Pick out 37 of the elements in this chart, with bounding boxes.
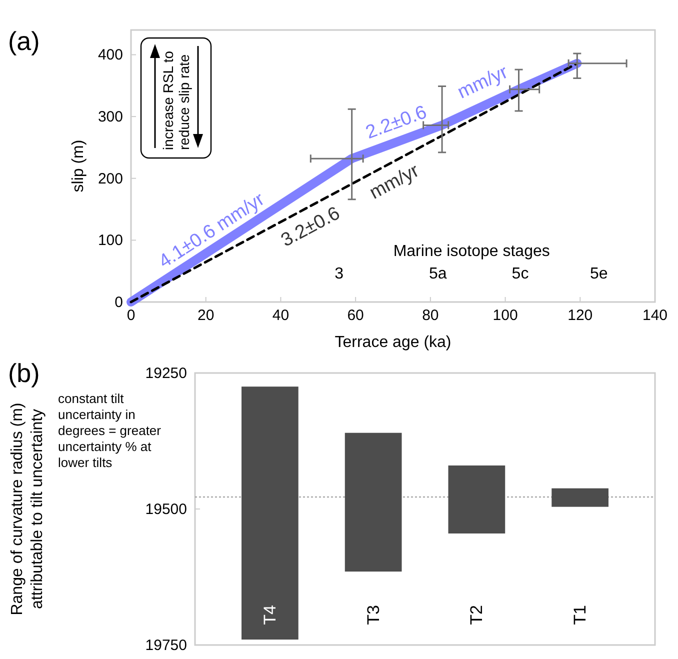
bar — [552, 488, 608, 507]
x-axis-title: Terrace age (ka) — [334, 334, 452, 351]
annotation: 5e — [590, 266, 608, 283]
chart-title: (b) — [8, 358, 40, 388]
annotation: 5c — [512, 266, 529, 283]
bar — [242, 386, 298, 640]
x-tick-label: T4 — [260, 605, 280, 625]
x-tick-label: T1 — [570, 605, 590, 625]
y-tick-label: 19500 — [145, 501, 187, 518]
y-tick-label: 100 — [98, 232, 123, 250]
y-tick-label: 19250 — [145, 365, 187, 382]
x-tick-label: 20 — [198, 307, 214, 324]
annotation: 3 — [334, 266, 344, 283]
y-tick-label: 0 — [114, 294, 123, 311]
annotation: mm/yr — [454, 62, 512, 104]
y-tick-label: 400 — [98, 46, 123, 64]
x-tick-label: 40 — [272, 307, 290, 324]
x-tick-label: 80 — [422, 307, 439, 324]
annotation: Marine isotope stages — [393, 242, 550, 260]
chart-title: (a) — [8, 26, 40, 56]
y-axis-title: Range of curvature radius (m) attributable to tilt uncertainty — [9, 402, 46, 616]
y-tick-label: 300 — [98, 108, 123, 126]
annotation: increase RSL to reduce slip rate — [160, 50, 192, 150]
bar — [344, 432, 402, 572]
text: constant tilt uncertainty in degrees = greater uncertainty % at lower tilts — [58, 391, 162, 470]
x-tick-label: 140 — [642, 307, 668, 324]
annotation: 5a — [429, 266, 447, 283]
x-tick-label: 0 — [126, 307, 136, 324]
x-tick-label: 100 — [492, 307, 518, 324]
x-tick-label: T3 — [364, 605, 383, 625]
y-axis-title: slip (m) — [70, 140, 87, 192]
y-tick-label: 19750 — [145, 637, 187, 654]
x-tick-label: 60 — [347, 307, 364, 324]
x-tick-label: T2 — [467, 605, 486, 625]
x-tick-label: 120 — [568, 307, 593, 324]
y-tick-label: 200 — [98, 170, 123, 188]
bar — [448, 465, 506, 534]
